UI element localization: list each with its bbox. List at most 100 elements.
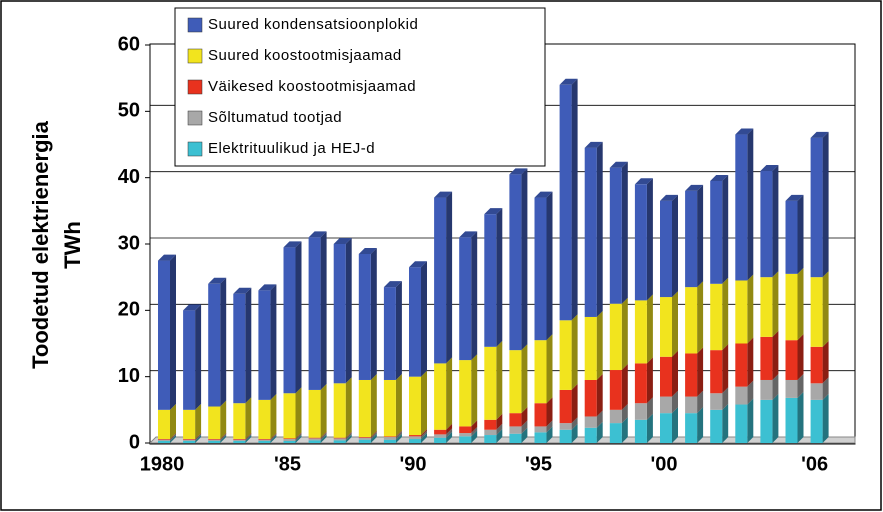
bar-side [621,297,628,371]
bar-top [333,238,352,244]
bar [785,379,798,398]
bar-side [170,254,176,410]
bar [383,439,396,443]
bar-side [421,261,427,377]
bar [308,237,321,390]
bar [559,320,572,390]
bar [383,379,396,437]
bar-side [621,161,628,304]
bar [358,379,371,438]
bar [484,214,497,347]
bar-top [183,304,202,311]
bar-side [195,433,202,440]
bar [509,426,522,434]
bar-side [496,208,503,347]
bar-side [546,334,553,404]
bar [660,396,672,414]
bar [609,370,622,410]
y-tick-label: 50 [118,100,140,122]
bar-side [646,294,653,364]
bar [308,438,321,441]
bar-side [446,428,453,438]
bar [584,416,597,428]
bar-side [772,373,779,400]
legend [174,7,546,167]
bar-side [646,397,653,420]
bar [383,287,396,380]
bar-side [170,403,176,440]
bar-side [772,330,779,380]
bar [534,426,547,433]
bar [685,396,698,414]
bar-side [521,344,528,414]
bar-side [220,433,227,440]
bar-side [195,403,202,440]
bar [685,413,698,443]
bar-side [395,430,402,438]
bar-side [722,403,729,443]
bar [434,197,447,364]
bar-side [797,373,804,398]
bar-side [797,334,804,380]
bar-side [521,420,528,434]
bar-side [320,434,327,443]
bar-side [546,420,553,433]
bar [233,403,246,440]
bar [434,363,447,430]
x-tick-label: '85 [274,453,301,475]
bar [634,184,647,301]
bar-side [672,350,678,397]
bar-side [722,277,729,351]
bar-side [822,340,829,384]
bar [534,403,547,427]
bar-top [434,191,453,198]
bar [484,346,497,420]
bar-side [395,433,402,443]
bar [710,393,723,410]
bar [735,386,748,405]
bar-side [521,168,528,351]
legend-swatch [187,17,203,33]
bar [609,409,622,424]
bar-top [810,131,829,138]
bar [760,336,773,380]
bar [258,439,271,442]
bar-side [320,383,327,438]
bar-side [571,417,578,430]
bar [183,441,196,443]
bar-side [621,417,628,443]
bar-side [421,430,427,440]
bar [233,441,246,443]
bar [158,439,170,442]
bar-side [421,433,427,443]
marks [148,78,856,444]
bar-side [722,387,729,410]
bar [559,423,572,430]
y-tick-label: 20 [118,299,140,321]
bar-side [797,267,804,341]
bar-side [797,194,804,274]
bar [534,340,547,404]
bar [760,171,773,278]
bar-side [320,231,327,390]
bar [459,360,472,427]
bar [810,383,823,400]
bar [358,253,371,380]
bar-side [270,393,277,440]
bar [459,237,472,361]
bar-side [471,354,478,427]
bar-top [208,277,227,284]
bar-side [345,377,352,438]
bar-side [596,373,603,417]
bar [308,440,321,443]
bar-side [596,310,603,380]
bar [333,438,346,441]
bar [634,419,647,443]
bar-side [446,423,453,435]
bar-side [446,357,453,430]
bar-side [370,431,377,440]
x-tick-label: '90 [399,453,426,475]
bar [358,439,371,443]
bar [584,379,597,417]
bar [409,267,421,377]
